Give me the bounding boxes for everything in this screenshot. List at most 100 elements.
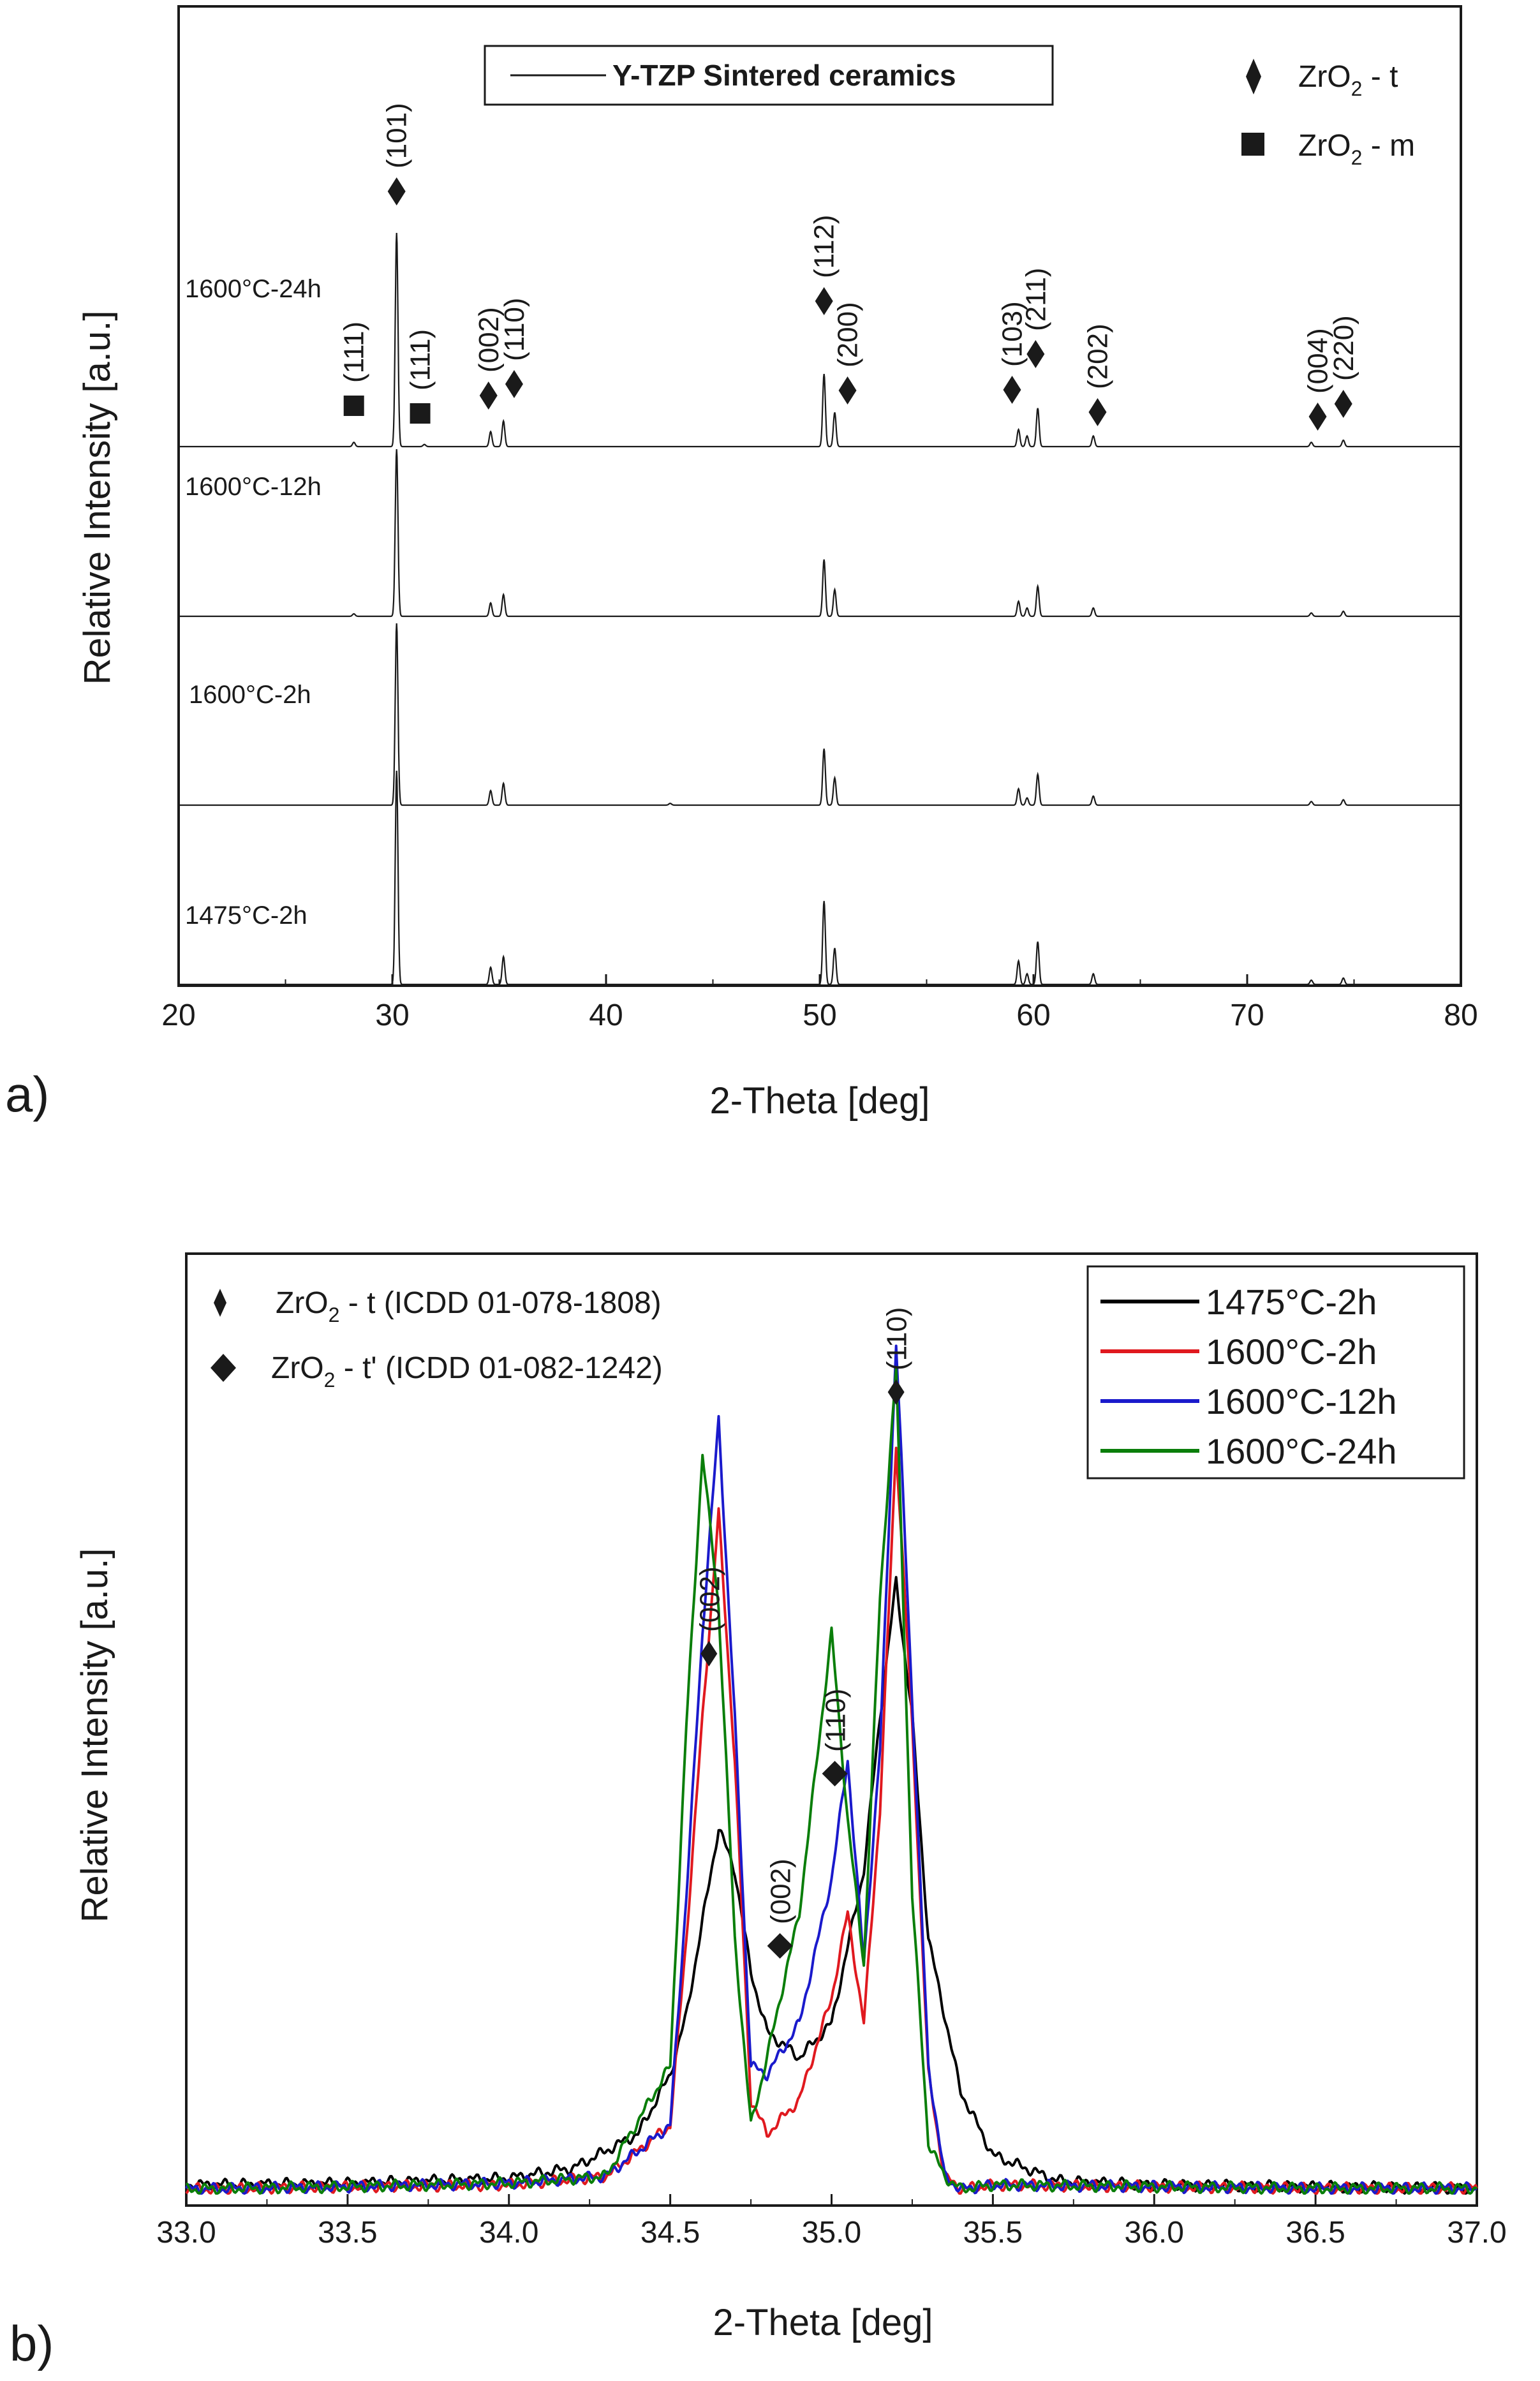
phase-legend-t-icdd-label: ZrO2 - t (ICDD 01-078-1808) <box>276 1286 662 1326</box>
tetragonal-diamond-icon <box>1088 398 1107 426</box>
panel-b-ticks: 33.0 33.5 34.0 34.5 35.0 35.5 36.0 36.5 37.0 <box>156 2194 1507 2250</box>
panel-b-x-tick-label: 35.0 <box>802 2216 861 2250</box>
panel-b-x-tick-label: 34.0 <box>479 2216 538 2250</box>
phase-m-suffix: - m <box>1362 129 1415 163</box>
panel-b-x-tick-label: 33.5 <box>318 2216 377 2250</box>
panel-b-peak-labels: (002) (002) (110) (110) <box>694 1307 913 1959</box>
tetragonal-small-diamond-icon <box>887 1379 905 1405</box>
panel-a-y-axis-title: Relative Intensity [a.u.] <box>77 311 118 685</box>
phase-legend-m-label: ZrO2 - m <box>1298 129 1415 169</box>
tetragonal-diamond-icon <box>505 370 523 398</box>
panel-a-hkl-label: (111) <box>339 322 370 383</box>
panel-b-series-line <box>185 1446 1478 2195</box>
tetragonal-prime-diamond-icon <box>822 1761 848 1786</box>
phase-b-tprime-subscript: 2 <box>324 1369 336 1391</box>
tetragonal-diamond-icon <box>815 287 833 315</box>
panel-b-hkl-label: (110) <box>820 1689 852 1752</box>
phase-b-tprime-formula: ZrO <box>271 1351 324 1385</box>
panel-a-legend-label: Y-TZP Sintered ceramics <box>612 59 956 92</box>
panel-a-x-tick-label: 50 <box>803 998 836 1032</box>
panel-a-x-tick-label: 80 <box>1444 998 1477 1032</box>
panel-b-x-tick-label: 37.0 <box>1447 2216 1506 2250</box>
panel-a-hkl-label: (002) <box>473 307 505 373</box>
panel-a-hkl-label: (112) <box>809 215 840 278</box>
tetragonal-diamond-icon <box>1003 376 1021 404</box>
panel-b-legend-label: 1600°C-2h <box>1206 1331 1377 1372</box>
panel-a-trace-label-1600-2h: 1600°C-2h <box>189 681 311 709</box>
tetragonal-prime-diamond-icon <box>211 1354 236 1382</box>
panel-a-pattern-line <box>179 770 1461 986</box>
panel-b-traces <box>185 1344 1478 2195</box>
phase-b-t-formula: ZrO <box>276 1286 329 1320</box>
panel-b-series-line <box>185 1344 1477 2195</box>
panel-a-x-axis-title: 2-Theta [deg] <box>710 1080 930 1122</box>
tetragonal-prime-diamond-icon <box>767 1933 793 1959</box>
panel-a-hkl-label: (202) <box>1083 323 1114 389</box>
panel-a-x-tick-label: 20 <box>161 998 195 1032</box>
phase-b-tprime-suffix: - t' (ICDD 01-082-1242) <box>335 1351 662 1385</box>
phase-t-subscript: 2 <box>1351 77 1363 100</box>
panel-b-letter: b) <box>10 2315 54 2371</box>
panel-b-series-line <box>185 1366 1477 2195</box>
phase-m-formula: ZrO <box>1298 129 1351 163</box>
monoclinic-square-icon <box>410 403 431 424</box>
panel-a-legend: Y-TZP Sintered ceramics <box>484 45 1054 106</box>
panel-a-hkl-label: (004) <box>1303 328 1334 394</box>
panel-a-hkl-label: (103) <box>997 301 1028 367</box>
tetragonal-diamond-icon <box>1334 390 1352 418</box>
panel-a-hkl-label: (220) <box>1328 315 1359 381</box>
panel-a-trace-label-1600-24h: 1600°C-24h <box>185 275 322 303</box>
panel-a-ticks: 20 30 40 50 60 70 80 <box>161 974 1478 1032</box>
panel-a-hkl-label: (211) <box>1020 268 1051 331</box>
panel-a-trace-label-1600-12h: 1600°C-12h <box>185 473 322 501</box>
phase-t-formula: ZrO <box>1298 60 1351 94</box>
tetragonal-diamond-icon <box>1246 59 1261 94</box>
panel-a-plot-frame <box>177 5 1462 987</box>
panel-b-x-tick-label: 33.0 <box>156 2216 216 2250</box>
phase-legend-t-label: ZrO2 - t <box>1298 60 1398 100</box>
panel-a-x-tick-label: 40 <box>589 998 623 1032</box>
panel-b-x-tick-label: 34.5 <box>640 2216 700 2250</box>
panel-a-phase-legend: ZrO2 - t ZrO2 - m <box>1241 59 1415 169</box>
panel-b-legend-label: 1600°C-24h <box>1206 1431 1397 1471</box>
panel-b-x-axis-title: 2-Theta [deg] <box>713 2302 933 2343</box>
panel-b-hkl-label: (110) <box>882 1307 913 1370</box>
panel-a-hkl-label: (101) <box>381 103 413 168</box>
phase-m-subscript: 2 <box>1351 146 1363 169</box>
panel-b: b) 33.0 33.5 34.0 34.5 35.0 35.5 36.0 36.5 37.0 … <box>10 1252 1507 2371</box>
monoclinic-square-icon <box>1241 133 1264 156</box>
panel-a-traces <box>179 232 1461 986</box>
panel-b-legend-label: 1600°C-12h <box>1206 1381 1397 1421</box>
panel-a-pattern-line <box>179 232 1461 448</box>
panel-a-x-tick-label: 30 <box>375 998 409 1032</box>
panel-a-hkl-label: (200) <box>833 302 864 367</box>
phase-t-suffix: - t <box>1362 60 1398 94</box>
phase-b-t-suffix: - t (ICDD 01-078-1808) <box>339 1286 661 1320</box>
panel-b-phase-legend: ZrO2 - t (ICDD 01-078-1808) ZrO2 - t' (I… <box>211 1286 663 1391</box>
panel-b-series-legend: 1475°C-2h 1600°C-2h 1600°C-12h 1600°C-24h <box>1086 1265 1465 1480</box>
panel-a-peak-labels: (111) (101) (111) (002)(110) (112) (200) (103)… <box>339 103 1359 431</box>
phase-legend-tprime-icdd-label: ZrO2 - t' (ICDD 01-082-1242) <box>271 1351 663 1391</box>
panel-b-x-tick-label: 36.5 <box>1285 2216 1345 2250</box>
panel-a-trace-label-1475-2h: 1475°C-2h <box>185 901 307 930</box>
tetragonal-diamond-icon <box>387 177 406 205</box>
tetragonal-diamond-icon <box>1308 403 1327 431</box>
tetragonal-diamond-icon <box>479 382 498 410</box>
panel-a-hkl-label: (110) <box>499 298 530 361</box>
panel-b-y-axis-title: Relative Intensity [a.u.] <box>74 1548 115 1923</box>
panel-a-pattern-line <box>179 623 1461 806</box>
panel-b-hkl-label: (002) <box>694 1566 725 1632</box>
panel-a: a) 20 30 40 50 60 70 80 (111)(101)(111) (002)(1… <box>5 5 1478 1122</box>
panel-a-x-tick-label: 60 <box>1016 998 1050 1032</box>
panel-a-letter: a) <box>5 1066 49 1122</box>
panel-b-hkl-label: (002) <box>766 1858 797 1924</box>
tetragonal-small-diamond-icon <box>700 1641 718 1666</box>
panel-a-pattern-line <box>179 449 1461 618</box>
panel-a-hkl-label: (111) <box>405 329 436 390</box>
tetragonal-small-diamond-icon <box>214 1289 226 1317</box>
monoclinic-square-icon <box>343 396 364 416</box>
phase-b-t-subscript: 2 <box>329 1303 340 1326</box>
panel-b-legend-label: 1475°C-2h <box>1206 1282 1377 1322</box>
panel-b-x-tick-label: 36.0 <box>1125 2216 1184 2250</box>
